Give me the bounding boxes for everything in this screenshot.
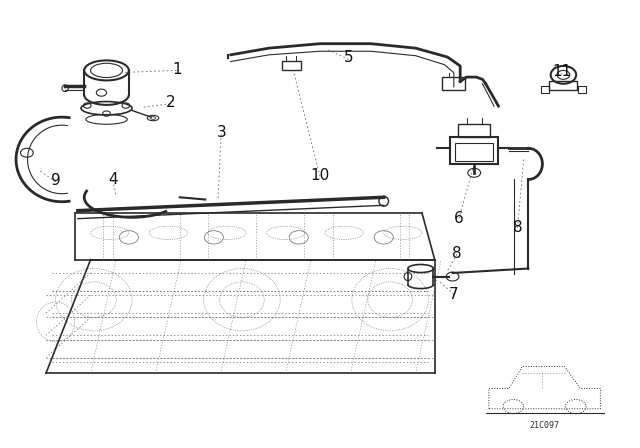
Bar <box>282 60 301 70</box>
Bar <box>578 86 586 93</box>
Text: 1: 1 <box>172 61 181 77</box>
Text: 5: 5 <box>344 51 353 65</box>
Text: 10: 10 <box>310 168 330 183</box>
Bar <box>455 143 493 161</box>
Text: 21C097: 21C097 <box>530 421 559 430</box>
Text: 2: 2 <box>166 95 175 110</box>
Bar <box>442 77 465 90</box>
Text: 3: 3 <box>216 125 226 140</box>
Bar <box>549 81 577 90</box>
Text: 8: 8 <box>513 220 522 235</box>
Text: 9: 9 <box>51 173 60 188</box>
Text: 7: 7 <box>449 287 459 302</box>
Bar <box>458 124 490 137</box>
Text: 8: 8 <box>452 246 462 261</box>
Text: 6: 6 <box>454 211 464 226</box>
Bar <box>541 86 548 93</box>
Text: 11: 11 <box>552 64 572 79</box>
Text: 4: 4 <box>108 172 118 187</box>
Bar <box>450 137 499 164</box>
